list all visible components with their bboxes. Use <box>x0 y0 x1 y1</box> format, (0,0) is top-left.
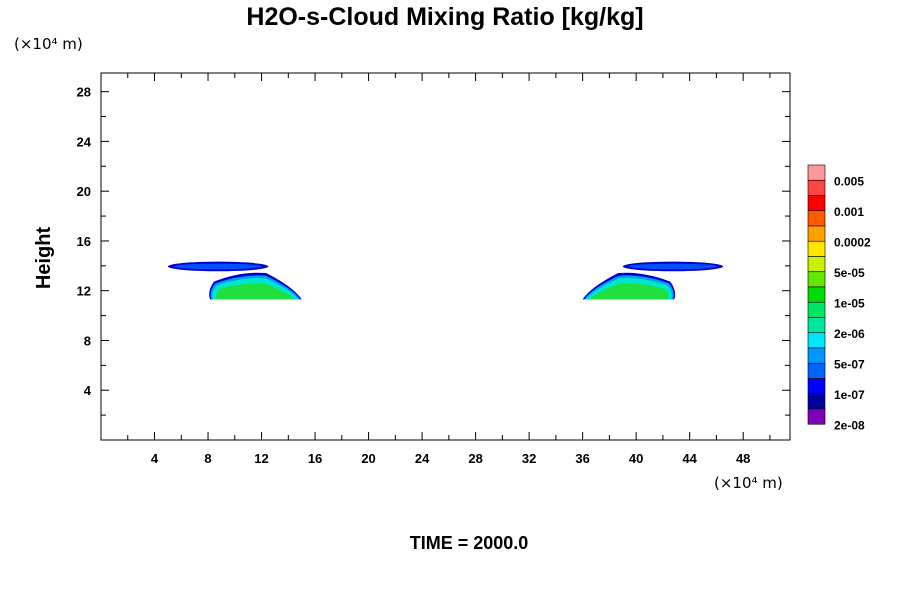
colorbar-swatch <box>807 225 826 242</box>
colorbar-label: 1e-07 <box>834 388 865 402</box>
x-tick-label: 36 <box>575 451 589 466</box>
time-label: TIME = 2000.0 <box>410 533 529 553</box>
y-tick-label: 28 <box>77 85 91 100</box>
chart-title: H2O-s-Cloud Mixing Ratio [kg/kg] <box>246 3 643 31</box>
colorbar-swatch <box>807 210 826 227</box>
east-lower-cloud <box>582 272 676 300</box>
colorbar-swatch <box>807 332 826 349</box>
west-upper-layer <box>167 261 269 272</box>
east-lower-cloud-core <box>589 283 669 300</box>
colorbar-swatch <box>807 179 826 196</box>
x-axis-unit: (×10⁴ m) <box>714 474 783 492</box>
east-upper-layer-inner <box>628 263 718 270</box>
colorbar-label: 5e-07 <box>834 357 865 371</box>
x-tick-label: 48 <box>736 451 750 466</box>
y-tick-label: 16 <box>77 234 91 249</box>
x-tick-label: 44 <box>682 451 697 466</box>
colorbar-swatch <box>807 378 826 395</box>
x-tick-label: 32 <box>522 451 536 466</box>
west-lower-cloud-core <box>215 283 295 300</box>
colorbar: 0.005 0.001 0.0002 5e-05 1e-05 2e-06 5e-07 1e-0… <box>807 164 871 432</box>
y-tick-label: 20 <box>77 184 91 199</box>
west-upper-layer-inner <box>173 263 263 270</box>
x-tick-label: 20 <box>361 451 375 466</box>
x-tick-label: 12 <box>254 451 268 466</box>
x-tick-label: 24 <box>415 451 430 466</box>
colorbar-label: 2e-06 <box>834 327 865 341</box>
colorbar-label: 0.0002 <box>834 235 871 249</box>
colorbar-swatch <box>807 393 826 410</box>
y-axis-label: Height <box>33 227 55 290</box>
colorbar-label: 5e-05 <box>834 266 865 280</box>
colorbar-label: 2e-08 <box>834 418 865 432</box>
x-tick-label: 8 <box>204 451 211 466</box>
colorbar-swatch <box>807 240 826 257</box>
y-tick-label: 24 <box>77 134 92 149</box>
colorbar-swatch <box>807 271 826 288</box>
colorbar-swatch <box>807 195 826 212</box>
colorbar-swatch <box>807 347 826 364</box>
west-lower-cloud <box>209 272 302 300</box>
cloud-field <box>167 261 724 300</box>
colorbar-label: 0.001 <box>834 205 864 219</box>
colorbar-swatch <box>807 408 826 425</box>
x-tick-label: 40 <box>629 451 643 466</box>
colorbar-swatch <box>807 164 826 181</box>
x-tick-label: 28 <box>468 451 482 466</box>
y-tick-label: 4 <box>84 383 92 398</box>
colorbar-swatch <box>807 362 826 379</box>
x-tick-label: 16 <box>308 451 322 466</box>
colorbar-swatch <box>807 301 826 318</box>
colorbar-swatch <box>807 317 826 334</box>
colorbar-swatch <box>807 286 826 303</box>
y-tick-label: 8 <box>84 333 91 348</box>
colorbar-label: 0.005 <box>834 174 864 188</box>
y-axis-unit: (×10⁴ m) <box>14 35 83 53</box>
y-tick-label: 12 <box>77 284 91 299</box>
plot-frame <box>100 72 791 441</box>
east-upper-layer <box>622 261 724 272</box>
x-tick-label: 4 <box>151 451 159 466</box>
colorbar-label: 1e-05 <box>834 296 865 310</box>
colorbar-swatch <box>807 256 826 273</box>
